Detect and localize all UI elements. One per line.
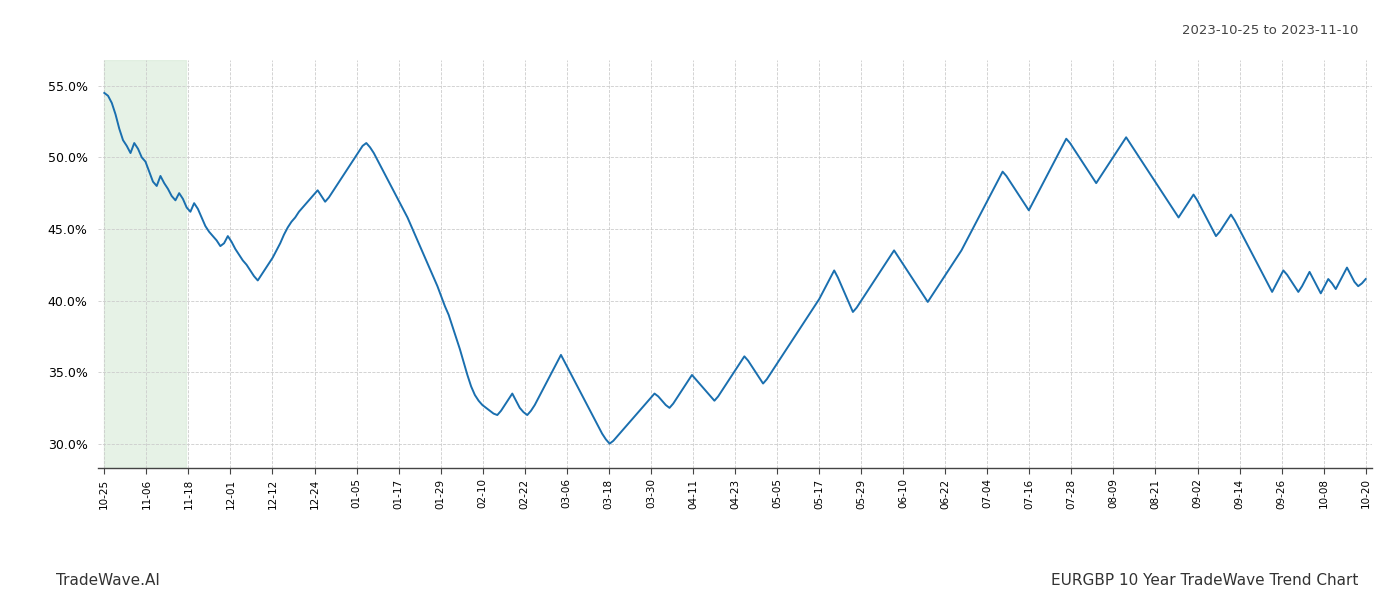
Text: 2023-10-25 to 2023-11-10: 2023-10-25 to 2023-11-10 <box>1182 24 1358 37</box>
Bar <box>105 60 186 468</box>
Text: EURGBP 10 Year TradeWave Trend Chart: EURGBP 10 Year TradeWave Trend Chart <box>1050 573 1358 588</box>
Text: TradeWave.AI: TradeWave.AI <box>56 573 160 588</box>
